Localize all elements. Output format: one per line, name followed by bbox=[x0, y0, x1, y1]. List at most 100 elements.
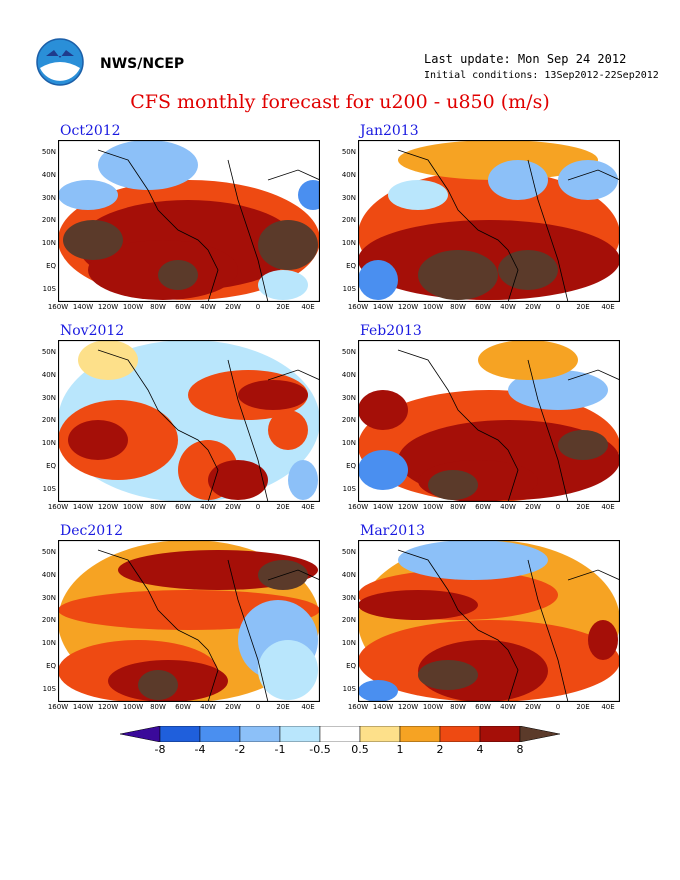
lon-label: 40W bbox=[200, 303, 216, 311]
lon-label: 40W bbox=[500, 703, 516, 711]
colorbar-label: -4 bbox=[194, 743, 206, 756]
map-frame bbox=[358, 540, 620, 702]
colorbar-bin bbox=[399, 726, 441, 742]
lon-label: 160W bbox=[47, 703, 69, 711]
anomaly-region bbox=[418, 250, 498, 300]
lat-label: 10S bbox=[42, 684, 56, 693]
lon-label: 20W bbox=[525, 503, 541, 511]
lon-label: 100W bbox=[422, 303, 444, 311]
lon-label: 160W bbox=[347, 303, 369, 311]
lat-label: EQ bbox=[346, 662, 356, 670]
map-panel: Oct2012 50N 40N 30N 20N 10N EQ 10S 160W 140W 120W 1… bbox=[42, 123, 320, 311]
lon-label: 140W bbox=[372, 703, 394, 711]
lat-label: 10S bbox=[42, 484, 56, 493]
map-panel: Feb2013 50N 40N 30N 20N 10N EQ 10S 160W 140W 120W 1… bbox=[342, 323, 620, 511]
lat-label: 50N bbox=[41, 548, 56, 556]
colorbar-label: 0.5 bbox=[351, 743, 369, 756]
lon-label: 80W bbox=[450, 703, 466, 711]
lat-label: 30N bbox=[41, 193, 56, 202]
map-panel: Jan2013 50N 40N 30N 20N 10N EQ 10S 160W 140W 120W 1… bbox=[342, 123, 620, 311]
map-frame bbox=[58, 340, 320, 502]
lat-label: 10N bbox=[41, 639, 56, 648]
lon-label: 40W bbox=[200, 503, 216, 511]
lon-label: 20W bbox=[225, 303, 241, 311]
anomaly-map bbox=[58, 540, 320, 702]
anomaly-region bbox=[358, 390, 408, 430]
lon-label: 120W bbox=[397, 303, 419, 311]
lat-label: 50N bbox=[341, 548, 356, 556]
colorbar-bin bbox=[319, 726, 361, 742]
lon-label: 0 bbox=[255, 703, 261, 711]
lon-label: 80W bbox=[450, 503, 466, 511]
anomaly-region bbox=[268, 410, 308, 450]
lon-label: 120W bbox=[397, 703, 419, 711]
lon-label: 140W bbox=[372, 303, 394, 311]
anomaly-region bbox=[398, 140, 598, 180]
lat-label: 50N bbox=[341, 348, 356, 356]
lat-label: 20N bbox=[341, 616, 356, 625]
lat-label: 40N bbox=[341, 170, 356, 179]
lon-label: 0 bbox=[255, 303, 261, 311]
lon-label: 0 bbox=[555, 703, 561, 711]
lon-label: 40E bbox=[301, 703, 315, 711]
anomaly-region bbox=[78, 340, 138, 380]
anomaly-region bbox=[68, 420, 128, 460]
colorbar-label: -2 bbox=[234, 743, 246, 756]
lon-label: 20E bbox=[576, 503, 590, 511]
anomaly-region bbox=[388, 180, 448, 210]
colorbar-bin bbox=[120, 726, 161, 742]
anomaly-region bbox=[98, 140, 198, 190]
anomaly-region bbox=[488, 160, 548, 200]
lon-label: 60W bbox=[475, 503, 491, 511]
anomaly-region bbox=[58, 180, 118, 210]
lat-label: 40N bbox=[41, 370, 56, 379]
lon-label: 80W bbox=[150, 303, 166, 311]
colorbar-label: 1 bbox=[396, 743, 404, 756]
lon-label: 80W bbox=[150, 703, 166, 711]
map-frame bbox=[58, 540, 320, 702]
lat-label: EQ bbox=[346, 462, 356, 470]
colorbar-bin bbox=[439, 726, 481, 742]
coastline bbox=[397, 349, 620, 502]
lat-label: 20N bbox=[41, 616, 56, 625]
lon-label: 100W bbox=[122, 503, 144, 511]
lon-label: 20W bbox=[525, 703, 541, 711]
lon-label: 60W bbox=[475, 303, 491, 311]
lat-label: 10S bbox=[42, 284, 56, 293]
anomaly-region bbox=[158, 260, 198, 290]
panel-month: Nov2012 bbox=[60, 323, 125, 339]
lon-label: 120W bbox=[97, 703, 119, 711]
coastline bbox=[397, 149, 620, 302]
anomaly-map bbox=[358, 140, 620, 302]
lon-label: 120W bbox=[397, 503, 419, 511]
colorbar-label: -8 bbox=[154, 743, 166, 756]
lon-label: 0 bbox=[555, 303, 561, 311]
lat-label: 10N bbox=[341, 439, 356, 448]
map-frame bbox=[358, 340, 620, 502]
anomaly-region bbox=[63, 220, 123, 260]
anomaly-region bbox=[258, 220, 318, 270]
coastline bbox=[97, 349, 320, 502]
lat-label: EQ bbox=[46, 662, 56, 670]
lon-label: 20E bbox=[576, 703, 590, 711]
lon-label: 0 bbox=[555, 503, 561, 511]
panel-month: Oct2012 bbox=[60, 123, 121, 139]
anomaly-region bbox=[358, 450, 408, 490]
map-frame bbox=[358, 140, 620, 302]
lat-label: 10N bbox=[341, 239, 356, 248]
lon-label: 140W bbox=[72, 503, 94, 511]
colorbar-bin bbox=[359, 726, 401, 742]
lat-label: 10S bbox=[342, 684, 356, 693]
lat-label: EQ bbox=[346, 262, 356, 270]
lat-label: 20N bbox=[41, 416, 56, 425]
colorbar-bin bbox=[159, 726, 201, 742]
map-panel: Mar2013 50N 40N 30N 20N 10N EQ 10S 160W 140W 120W 1… bbox=[342, 523, 620, 711]
lon-label: 80W bbox=[150, 503, 166, 511]
lon-label: 20W bbox=[525, 303, 541, 311]
lat-label: 30N bbox=[341, 593, 356, 602]
lon-label: 140W bbox=[372, 503, 394, 511]
lon-label: 20E bbox=[276, 703, 290, 711]
lon-label: 100W bbox=[122, 303, 144, 311]
colorbar-label: 2 bbox=[436, 743, 444, 756]
lon-label: 40W bbox=[500, 503, 516, 511]
